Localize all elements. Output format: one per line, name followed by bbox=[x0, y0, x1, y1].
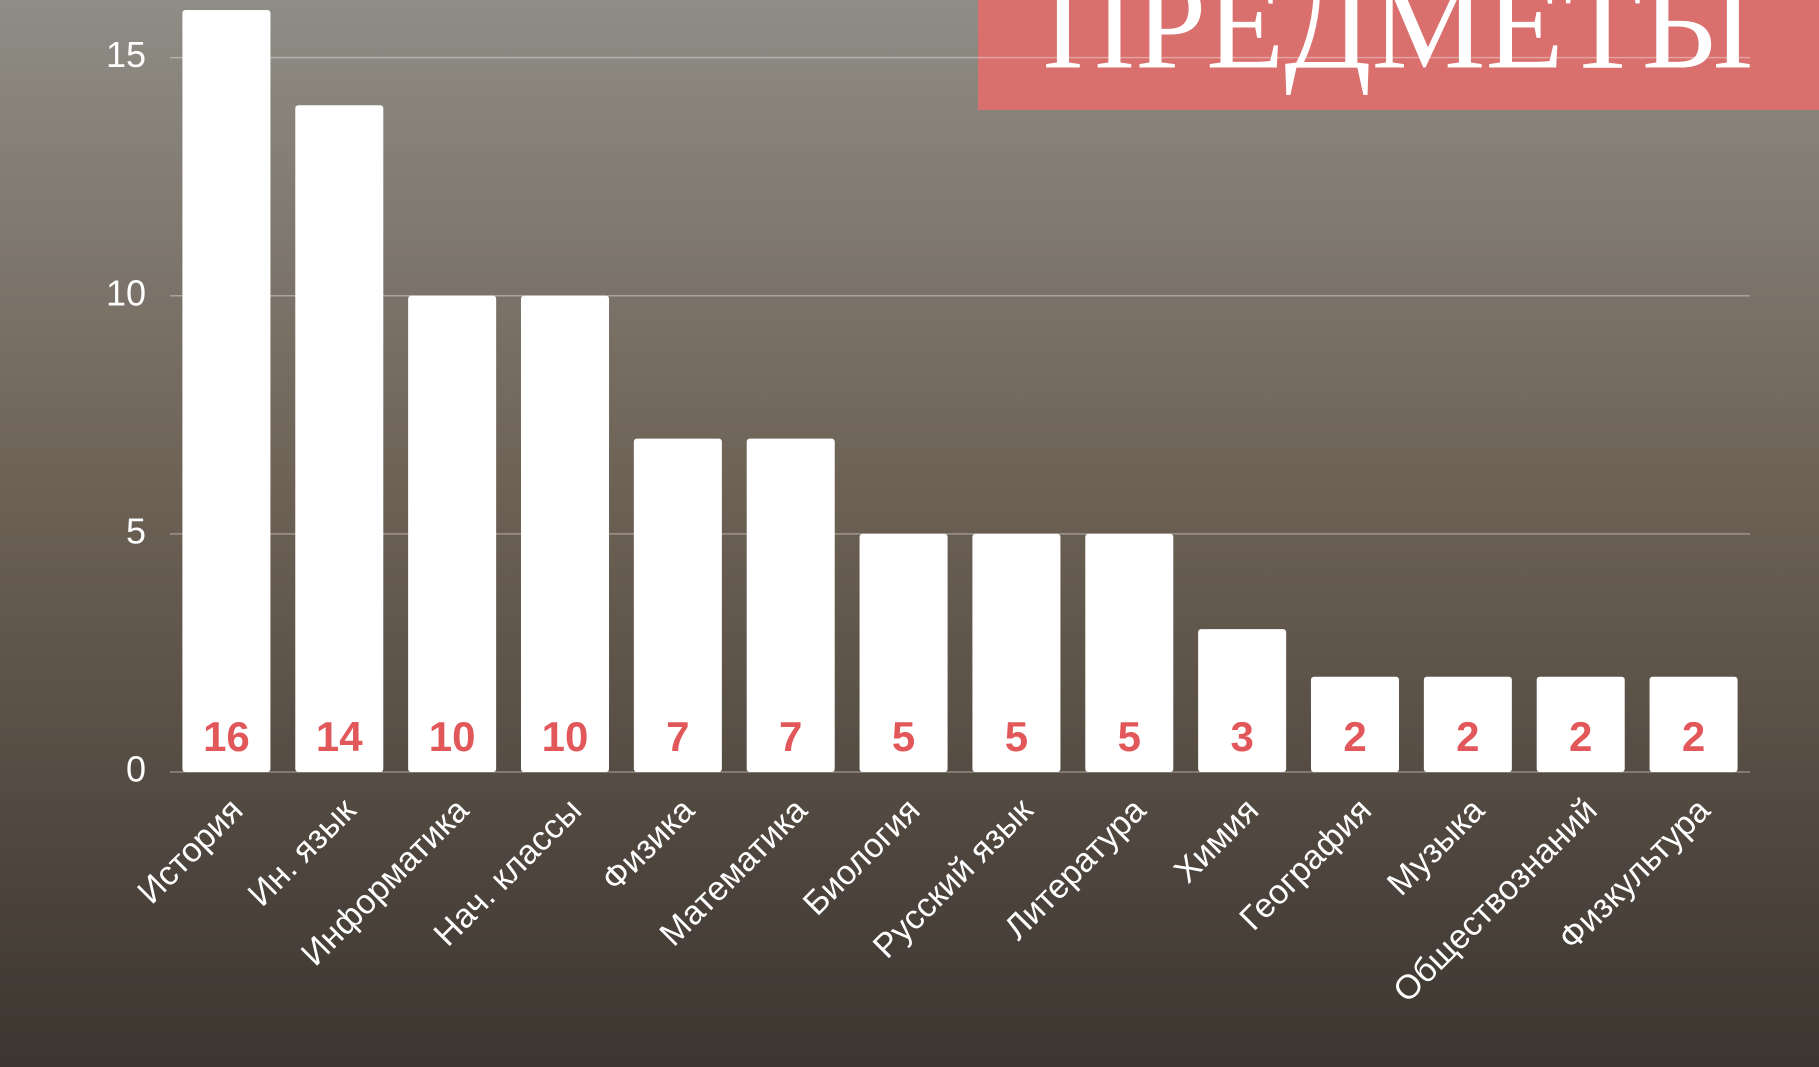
bar bbox=[521, 296, 609, 772]
y-tick-label: 15 bbox=[106, 34, 146, 75]
value-label: 10 bbox=[429, 713, 476, 760]
value-label: 16 bbox=[203, 713, 250, 760]
y-tick-label: 5 bbox=[126, 510, 146, 551]
value-label: 14 bbox=[316, 713, 363, 760]
value-label: 7 bbox=[779, 713, 802, 760]
chart-title: ПРЕДМЕТЫ bbox=[1043, 0, 1754, 95]
value-label: 3 bbox=[1230, 713, 1253, 760]
value-label: 2 bbox=[1569, 713, 1592, 760]
value-label: 5 bbox=[892, 713, 915, 760]
value-label: 2 bbox=[1682, 713, 1705, 760]
bar bbox=[182, 10, 270, 772]
value-label: 2 bbox=[1343, 713, 1366, 760]
page: ПРЕДМЕТЫ 05101516История14Ин. язык10Инфо… bbox=[0, 0, 1819, 1067]
value-label: 5 bbox=[1005, 713, 1028, 760]
bar bbox=[408, 296, 496, 772]
value-label: 7 bbox=[666, 713, 689, 760]
y-tick-label: 0 bbox=[126, 749, 146, 790]
value-label: 10 bbox=[542, 713, 589, 760]
y-tick-label: 10 bbox=[106, 272, 146, 313]
value-label: 5 bbox=[1118, 713, 1141, 760]
value-label: 2 bbox=[1456, 713, 1479, 760]
bar bbox=[295, 105, 383, 772]
chart: ПРЕДМЕТЫ 05101516История14Ин. язык10Инфо… bbox=[0, 0, 1819, 1067]
